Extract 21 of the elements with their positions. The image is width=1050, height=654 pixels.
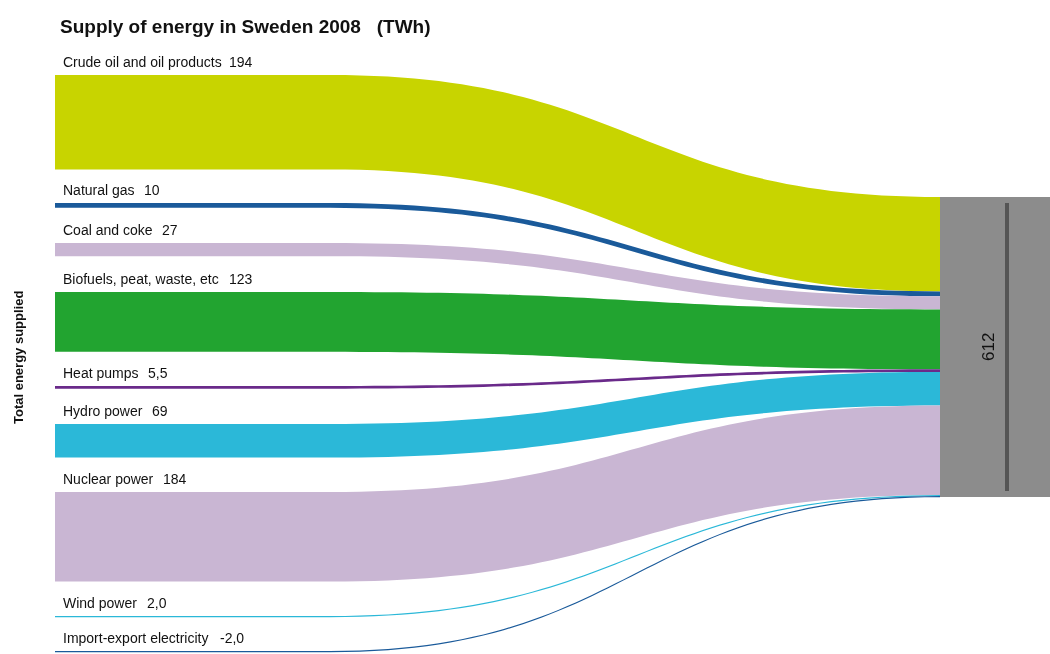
- category-label: Natural gas: [63, 182, 135, 198]
- data-label: 194: [229, 54, 253, 70]
- category-label: Hydro power: [63, 403, 143, 419]
- data-label: 27: [162, 222, 178, 238]
- data-label: 2,0: [147, 595, 167, 611]
- data-label: 184: [163, 471, 187, 487]
- data-label: 5,5: [148, 365, 168, 381]
- data-label: 69: [152, 403, 168, 419]
- category-label: Crude oil and oil products: [63, 54, 222, 70]
- category-label: Wind power: [63, 595, 138, 611]
- text: 612: [979, 332, 998, 361]
- category-label: Coal and coke: [63, 222, 153, 238]
- text: Total energy supplied: [11, 290, 26, 424]
- data-label: 10: [144, 182, 160, 198]
- category-label: Nuclear power: [63, 471, 154, 487]
- category-label: Import-export electricity: [63, 630, 209, 646]
- category-label: Heat pumps: [63, 365, 139, 381]
- data-label: 123: [229, 271, 253, 287]
- text: Supply of energy in Sweden 2008 (TWh): [60, 16, 431, 37]
- data-label: -2,0: [220, 630, 245, 646]
- category-label: Biofuels, peat, waste, etc: [63, 271, 219, 287]
